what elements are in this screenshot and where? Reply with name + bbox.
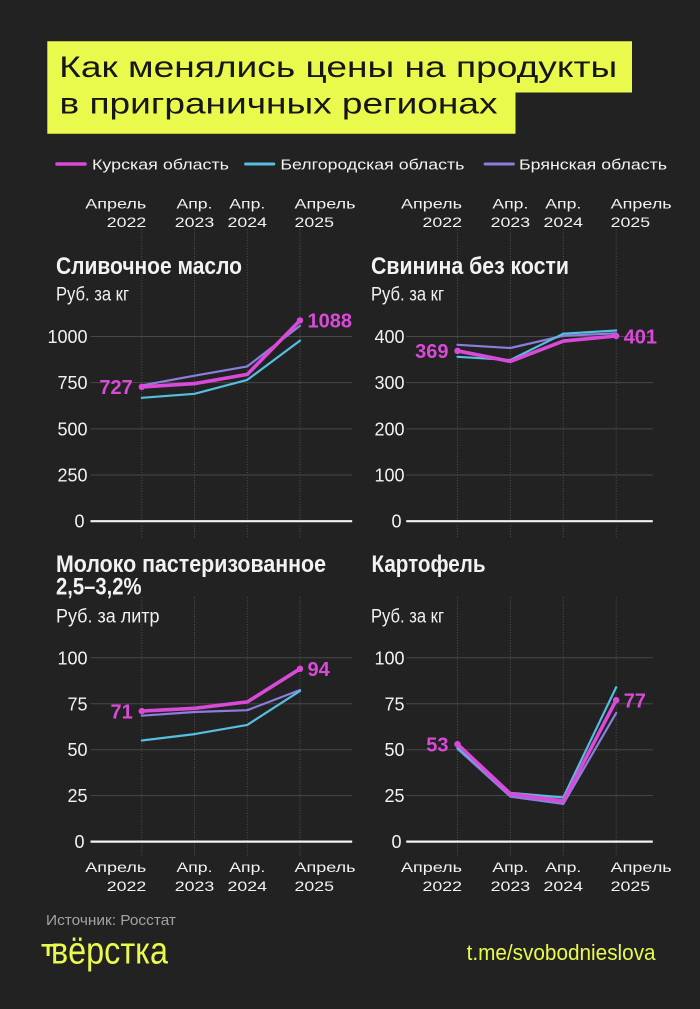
svg-text:Апрель: Апрель (611, 195, 672, 211)
svg-text:100: 100 (374, 648, 404, 668)
svg-text:Апр.: Апр. (229, 195, 265, 211)
svg-text:Руб. за литр: Руб. за литр (56, 606, 160, 627)
svg-text:в приграничных регионах: в приграничных регионах (60, 87, 498, 120)
svg-text:2025: 2025 (295, 214, 335, 230)
svg-text:2024: 2024 (228, 214, 268, 230)
svg-text:Картофель: Картофель (372, 551, 486, 578)
svg-text:727: 727 (99, 377, 132, 399)
svg-text:Источник: Росстат: Источник: Росстат (46, 912, 176, 929)
svg-text:77: 77 (624, 690, 646, 712)
svg-text:2024: 2024 (544, 214, 584, 230)
svg-text:вёрстка: вёрстка (51, 931, 169, 973)
svg-text:Апрель: Апрель (85, 195, 146, 211)
svg-text:0: 0 (391, 832, 401, 852)
svg-text:200: 200 (374, 419, 404, 439)
svg-text:1088: 1088 (308, 311, 353, 333)
svg-text:94: 94 (308, 659, 331, 681)
svg-text:50: 50 (67, 740, 87, 760)
svg-text:300: 300 (374, 373, 404, 393)
svg-text:1000: 1000 (47, 327, 87, 347)
svg-text:250: 250 (57, 466, 87, 486)
svg-text:100: 100 (374, 466, 404, 486)
svg-text:0: 0 (74, 512, 84, 532)
svg-text:2023: 2023 (175, 878, 215, 894)
svg-text:53: 53 (426, 734, 448, 756)
svg-text:2025: 2025 (611, 214, 651, 230)
svg-text:Брянская область: Брянская область (519, 156, 667, 173)
svg-text:2025: 2025 (611, 878, 651, 894)
svg-text:2024: 2024 (544, 878, 584, 894)
svg-text:100: 100 (57, 648, 87, 668)
svg-text:Белгородская область: Белгородская область (280, 156, 464, 173)
svg-text:Сливочное масло: Сливочное масло (56, 253, 242, 280)
svg-text:Апр.: Апр. (545, 195, 581, 211)
svg-text:500: 500 (57, 419, 87, 439)
svg-text:Апрель: Апрель (401, 195, 462, 211)
svg-text:Руб. за кг: Руб. за кг (56, 284, 129, 305)
svg-text:Молоко пастеризованное: Молоко пастеризованное (56, 551, 326, 578)
svg-text:Апрель: Апрель (85, 859, 146, 875)
svg-text:50: 50 (384, 740, 404, 760)
svg-text:2023: 2023 (175, 214, 215, 230)
svg-text:Курская область: Курская область (92, 156, 229, 173)
svg-text:2023: 2023 (491, 878, 531, 894)
svg-text:Руб. за кг: Руб. за кг (371, 606, 444, 627)
svg-text:Руб. за кг: Руб. за кг (371, 284, 444, 305)
svg-text:0: 0 (391, 512, 401, 532)
svg-text:2022: 2022 (423, 214, 463, 230)
svg-text:2022: 2022 (107, 214, 147, 230)
svg-text:Апрель: Апрель (295, 859, 356, 875)
svg-text:2,5–3,2%: 2,5–3,2% (56, 574, 142, 601)
svg-text:75: 75 (67, 694, 87, 714)
svg-text:Апрель: Апрель (611, 859, 672, 875)
svg-text:Апрель: Апрель (295, 195, 356, 211)
svg-text:2022: 2022 (107, 878, 147, 894)
svg-text:750: 750 (57, 373, 87, 393)
svg-text:Апр.: Апр. (545, 859, 581, 875)
svg-text:401: 401 (624, 326, 657, 348)
svg-text:2024: 2024 (228, 878, 268, 894)
svg-text:0: 0 (74, 832, 84, 852)
svg-text:25: 25 (67, 786, 87, 806)
svg-text:2022: 2022 (423, 878, 463, 894)
svg-text:Как менялись цены на продукты: Как менялись цены на продукты (59, 51, 617, 84)
svg-text:2025: 2025 (295, 878, 335, 894)
svg-text:t.me/svobodnieslova: t.me/svobodnieslova (467, 940, 657, 965)
svg-text:2023: 2023 (491, 214, 531, 230)
svg-text:75: 75 (384, 694, 404, 714)
svg-text:Апр.: Апр. (492, 195, 528, 211)
svg-text:Апрель: Апрель (401, 859, 462, 875)
svg-text:Апр.: Апр. (492, 859, 528, 875)
svg-text:400: 400 (374, 327, 404, 347)
svg-text:Апр.: Апр. (177, 859, 213, 875)
svg-text:Свинина без кости: Свинина без кости (371, 253, 569, 280)
svg-text:Апр.: Апр. (177, 195, 213, 211)
svg-text:71: 71 (111, 701, 133, 723)
svg-text:Апр.: Апр. (229, 859, 265, 875)
svg-text:369: 369 (415, 341, 448, 363)
svg-text:25: 25 (384, 786, 404, 806)
